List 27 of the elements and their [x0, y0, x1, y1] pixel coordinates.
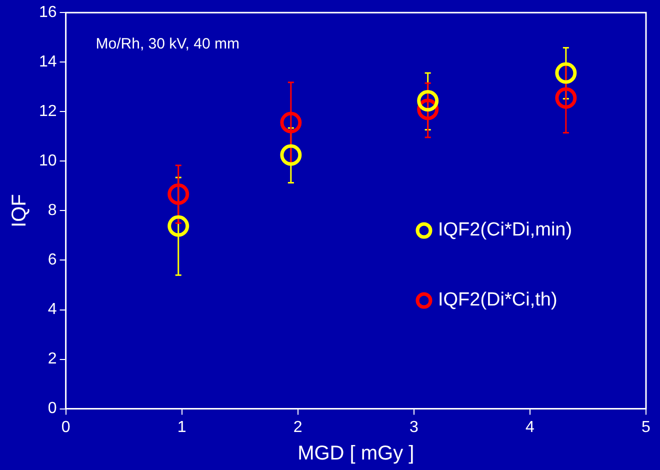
- y-tick-label: 12: [39, 103, 57, 120]
- y-tick-label: 16: [39, 4, 57, 22]
- point: [555, 87, 577, 109]
- point: [555, 62, 577, 84]
- annotation: Mo/Rh, 30 kV, 40 mm: [96, 36, 240, 53]
- point: [168, 215, 190, 237]
- point: [168, 183, 190, 205]
- y-tick-label: 4: [48, 301, 57, 318]
- y-tick-label: 8: [48, 202, 57, 220]
- y-tick-label: 10: [39, 152, 57, 170]
- y-tick-label: 2: [48, 350, 57, 368]
- x-tick-label: 3: [409, 418, 418, 436]
- legend-label: IQF2(Ci*Di,min): [438, 220, 572, 241]
- x-tick-label: 4: [526, 418, 535, 436]
- x-tick-label: 5: [642, 418, 651, 436]
- x-tick-label: 2: [293, 418, 302, 436]
- y-tick-label: 14: [39, 54, 57, 71]
- point: [280, 112, 302, 134]
- x-tick-label: 1: [177, 418, 186, 436]
- y-tick-label: 6: [48, 252, 57, 269]
- point: [417, 90, 439, 112]
- x-axis-title: MGD [ mGy ]: [298, 442, 414, 465]
- y-tick-label: 0: [48, 400, 57, 418]
- legend-label: IQF2(Di*Ci,th): [438, 290, 558, 311]
- y-axis-title: IQF: [8, 194, 31, 228]
- point: [280, 144, 302, 166]
- x-tick-label: 0: [61, 418, 70, 436]
